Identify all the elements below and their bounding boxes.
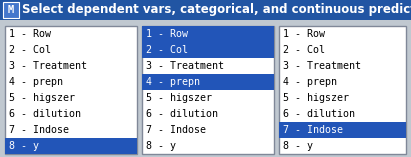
Text: 4 - prepn: 4 - prepn <box>283 77 337 87</box>
Text: 7 - Indose: 7 - Indose <box>9 125 69 135</box>
Text: 2 - Col: 2 - Col <box>9 45 51 55</box>
Text: M: M <box>8 5 14 15</box>
Bar <box>142 26 274 154</box>
Text: 1 - Row: 1 - Row <box>9 29 51 39</box>
Text: 1 - Row: 1 - Row <box>283 29 325 39</box>
Bar <box>279 122 406 138</box>
Bar <box>5 138 137 154</box>
Text: 8 - y: 8 - y <box>146 141 176 151</box>
Text: 8 - y: 8 - y <box>9 141 39 151</box>
Text: 3 - Treatment: 3 - Treatment <box>146 61 224 71</box>
Text: 6 - dilution: 6 - dilution <box>9 109 81 119</box>
Text: 2 - Col: 2 - Col <box>283 45 325 55</box>
Text: 5 - higszer: 5 - higszer <box>283 93 349 103</box>
Text: 6 - dilution: 6 - dilution <box>283 109 355 119</box>
Bar <box>279 26 406 154</box>
Bar <box>142 74 274 90</box>
Text: 5 - higszer: 5 - higszer <box>146 93 212 103</box>
Bar <box>0 20 411 157</box>
Text: 7 - Indose: 7 - Indose <box>283 125 343 135</box>
Bar <box>142 42 274 58</box>
Text: 3 - Treatment: 3 - Treatment <box>9 61 87 71</box>
Bar <box>5 26 137 154</box>
Text: 4 - prepn: 4 - prepn <box>9 77 63 87</box>
Bar <box>142 26 274 42</box>
Bar <box>3 2 19 18</box>
Text: 4 - prepn: 4 - prepn <box>146 77 200 87</box>
Text: 7 - Indose: 7 - Indose <box>146 125 206 135</box>
Text: 1 - Row: 1 - Row <box>146 29 188 39</box>
Text: 5 - higszer: 5 - higszer <box>9 93 75 103</box>
Text: 6 - dilution: 6 - dilution <box>146 109 218 119</box>
Bar <box>0 0 411 20</box>
Text: 8 - y: 8 - y <box>283 141 313 151</box>
Text: 3 - Treatment: 3 - Treatment <box>283 61 361 71</box>
Text: 2 - Col: 2 - Col <box>146 45 188 55</box>
Text: Select dependent vars, categorical, and continuous predictors:: Select dependent vars, categorical, and … <box>22 3 411 16</box>
